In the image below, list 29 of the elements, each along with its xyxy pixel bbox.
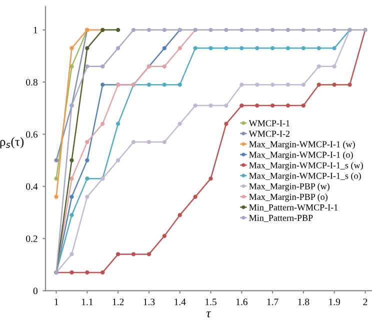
x-tick-label: 1.9 [329, 298, 340, 306]
legend-label: Min_Pattern-WMCP-I-1 [249, 204, 338, 212]
legend-label: Max_Margin-WMCP-I-1_s (o) [249, 172, 361, 181]
y-tick-label: 0 [33, 288, 38, 294]
legend-label: WMCP-I-2 [248, 130, 290, 137]
legend-label: Max_Margin-PBP (o) [249, 194, 328, 202]
legend-label: WMCP-I-1 [248, 120, 290, 126]
y-tick-label: 0.8 [26, 78, 38, 86]
legend-label: Max_Margin-WMCP-I-1_s (w) [249, 162, 363, 170]
x-axis-title: τ [206, 311, 212, 318]
x-tick-label: 1.8 [298, 298, 310, 306]
x-tick-label: 1.1 [82, 298, 93, 306]
y-tick-label: 0.6 [26, 131, 38, 138]
y-tick-label: 1 [34, 26, 38, 34]
x-tick-label: 1.6 [236, 298, 248, 306]
x-tick-label: 1.2 [112, 298, 124, 306]
x-tick-label: 1 [54, 298, 58, 306]
x-tick-label: 2 [363, 298, 368, 306]
y-tick-label: 0.2 [26, 235, 38, 242]
x-tick-label: 1.7 [267, 298, 278, 306]
legend-label: Max_Margin-WMCP-I-1 (w) [249, 140, 355, 150]
x-tick-label: 1.4 [174, 298, 186, 306]
legend-label: Max_Margin-WMCP-I-1 (o) [249, 151, 353, 160]
x-tick-label: 1.5 [206, 298, 216, 306]
legend-label: Max_Margin-PBP (w) [249, 183, 330, 192]
y-tick-label: 0.4 [26, 183, 38, 190]
y-axis-title: ρ$_{s}$(τ) [0, 137, 24, 148]
legend-label: Min_Pattern-PBP [249, 214, 313, 222]
x-tick-label: 1.3 [144, 298, 155, 306]
